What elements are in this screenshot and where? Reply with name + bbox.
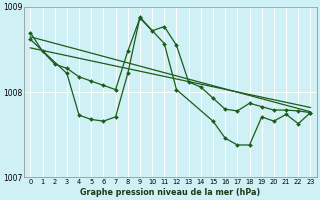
X-axis label: Graphe pression niveau de la mer (hPa): Graphe pression niveau de la mer (hPa): [80, 188, 260, 197]
